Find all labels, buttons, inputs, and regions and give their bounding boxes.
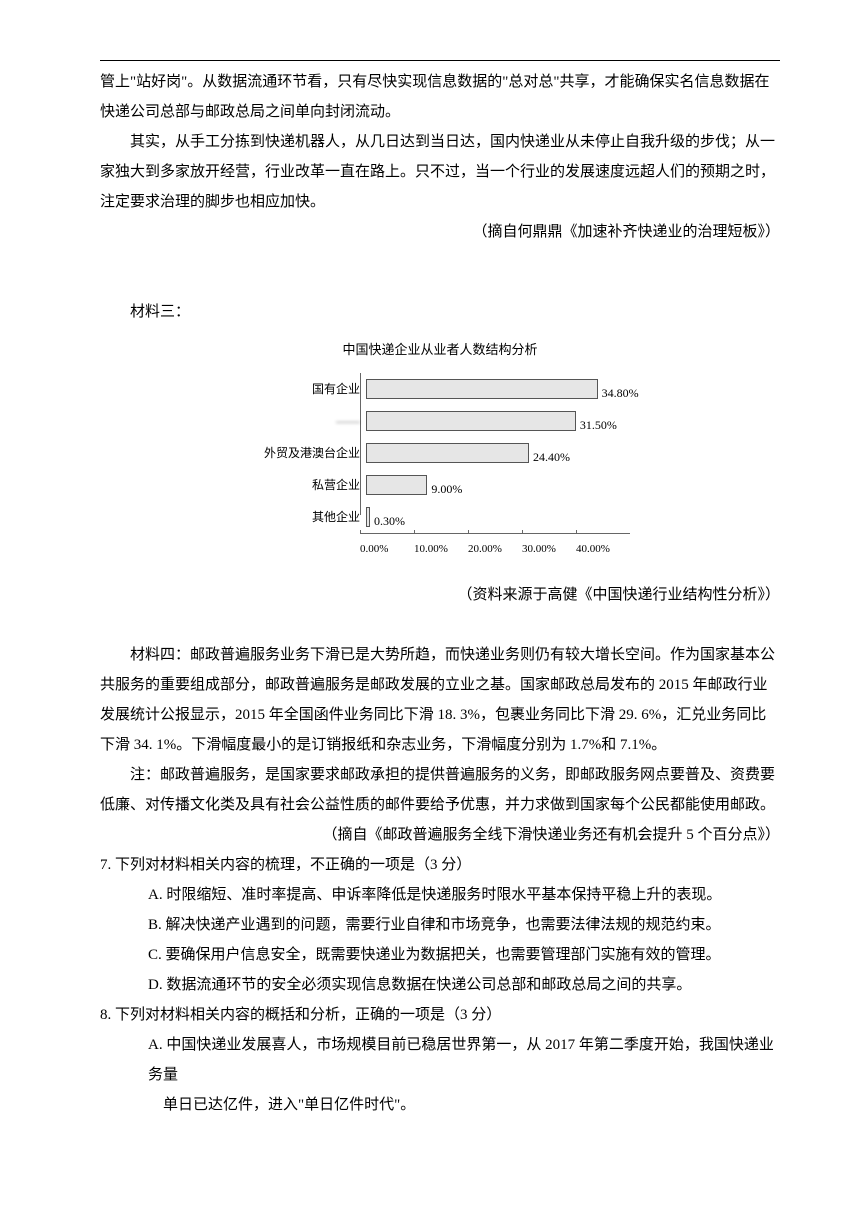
chart-bars-region: 国有企业34.80%——31.50%外贸及港澳台企业24.40%私营企业9.00… — [250, 373, 630, 533]
chart-bar-value: 24.40% — [533, 445, 570, 469]
q7-option-d: D. 数据流通环节的安全必须实现信息数据在快递公司总部和邮政总局之间的共享。 — [100, 970, 780, 1000]
chart-axis-tick: 30.00% — [522, 534, 576, 560]
chart-bar-row: 外贸及港澳台企业24.40% — [250, 437, 630, 469]
chart-bar-value: 0.30% — [374, 509, 405, 533]
chart-bar-row: 国有企业34.80% — [250, 373, 630, 405]
chart-bar-label: 其他企业 — [250, 505, 366, 529]
chart-x-axis: 0.00%10.00%20.00%30.00%40.00% — [360, 533, 630, 560]
material-4: 材料四：邮政普遍服务业务下滑已是大势所趋，而快递业务则仍有较大增长空间。作为国家… — [100, 640, 780, 760]
q8-option-a-line2: 单日已达亿件，进入"单日亿件时代"。 — [100, 1090, 780, 1120]
material-3-label: 材料三： — [100, 297, 780, 327]
chart-bar-value: 9.00% — [431, 477, 462, 501]
paragraph-1: 管上"站好岗"。从数据流通环节看，只有尽快实现信息数据的"总对总"共享，才能确保… — [100, 67, 780, 127]
bar-chart: 中国快递企业从业者人数结构分析 国有企业34.80%——31.50%外贸及港澳台… — [250, 337, 630, 560]
chart-bar — [366, 443, 529, 463]
chart-bar-value: 31.50% — [580, 413, 617, 437]
material-4-note: 注：邮政普遍服务，是国家要求邮政承担的提供普遍服务的义务，即邮政服务网点要普及、… — [100, 760, 780, 820]
chart-bar — [366, 411, 576, 431]
chart-axis-tick: 20.00% — [468, 534, 522, 560]
document-page: 管上"站好岗"。从数据流通环节看，只有尽快实现信息数据的"总对总"共享，才能确保… — [0, 0, 860, 1160]
q8-stem: 8. 下列对材料相关内容的概括和分析，正确的一项是（3 分） — [100, 1000, 780, 1030]
chart-bar-value: 34.80% — [602, 381, 639, 405]
q8-option-a-line1: A. 中国快递业发展喜人，市场规模目前已稳居世界第一，从 2017 年第二季度开… — [100, 1030, 780, 1090]
chart-axis-tick: 10.00% — [414, 534, 468, 560]
q7-option-a: A. 时限缩短、准时率提高、申诉率降低是快递服务时限水平基本保持平稳上升的表现。 — [100, 880, 780, 910]
chart-axis-tick: 40.00% — [576, 534, 630, 560]
chart-bar-area: 0.30% — [366, 507, 630, 527]
chart-bar-label: —— — [250, 409, 366, 433]
chart-bar-row: ——31.50% — [250, 405, 630, 437]
chart-bar — [366, 379, 598, 399]
q7-option-c: C. 要确保用户信息安全，既需要快递业为数据把关，也需要管理部门实施有效的管理。 — [100, 940, 780, 970]
chart-axis-tick: 0.00% — [360, 534, 414, 560]
chart-bar-label: 外贸及港澳台企业 — [250, 441, 366, 465]
source-2: （资料来源于高健《中国快递行业结构性分析》） — [100, 580, 780, 610]
chart-bar-row: 私营企业9.00% — [250, 469, 630, 501]
paragraph-2: 其实，从手工分拣到快递机器人，从几日达到当日达，国内快递业从未停止自我升级的步伐… — [100, 127, 780, 217]
chart-y-axis — [360, 373, 361, 515]
chart-bar-label: 私营企业 — [250, 473, 366, 497]
top-rule — [100, 60, 780, 61]
q7-option-b: B. 解决快递产业遇到的问题，需要行业自律和市场竞争，也需要法律法规的规范约束。 — [100, 910, 780, 940]
chart-bar-area: 9.00% — [366, 475, 630, 495]
chart-bar-row: 其他企业0.30% — [250, 501, 630, 533]
q7-stem: 7. 下列对材料相关内容的梳理，不正确的一项是（3 分） — [100, 850, 780, 880]
question-7: 7. 下列对材料相关内容的梳理，不正确的一项是（3 分） A. 时限缩短、准时率… — [100, 850, 780, 1000]
source-3: （摘自《邮政普遍服务全线下滑快递业务还有机会提升 5 个百分点》） — [100, 820, 780, 850]
source-1: （摘自何鼎鼎《加速补齐快递业的治理短板》） — [100, 217, 780, 247]
chart-title: 中国快递企业从业者人数结构分析 — [250, 337, 630, 363]
chart-bar-area: 31.50% — [366, 411, 630, 431]
chart-bar-label: 国有企业 — [250, 377, 366, 401]
chart-bar — [366, 475, 427, 495]
chart-bar-area: 24.40% — [366, 443, 630, 463]
chart-bar-area: 34.80% — [366, 379, 630, 399]
question-8: 8. 下列对材料相关内容的概括和分析，正确的一项是（3 分） A. 中国快递业发… — [100, 1000, 780, 1120]
chart-bar — [366, 507, 370, 527]
